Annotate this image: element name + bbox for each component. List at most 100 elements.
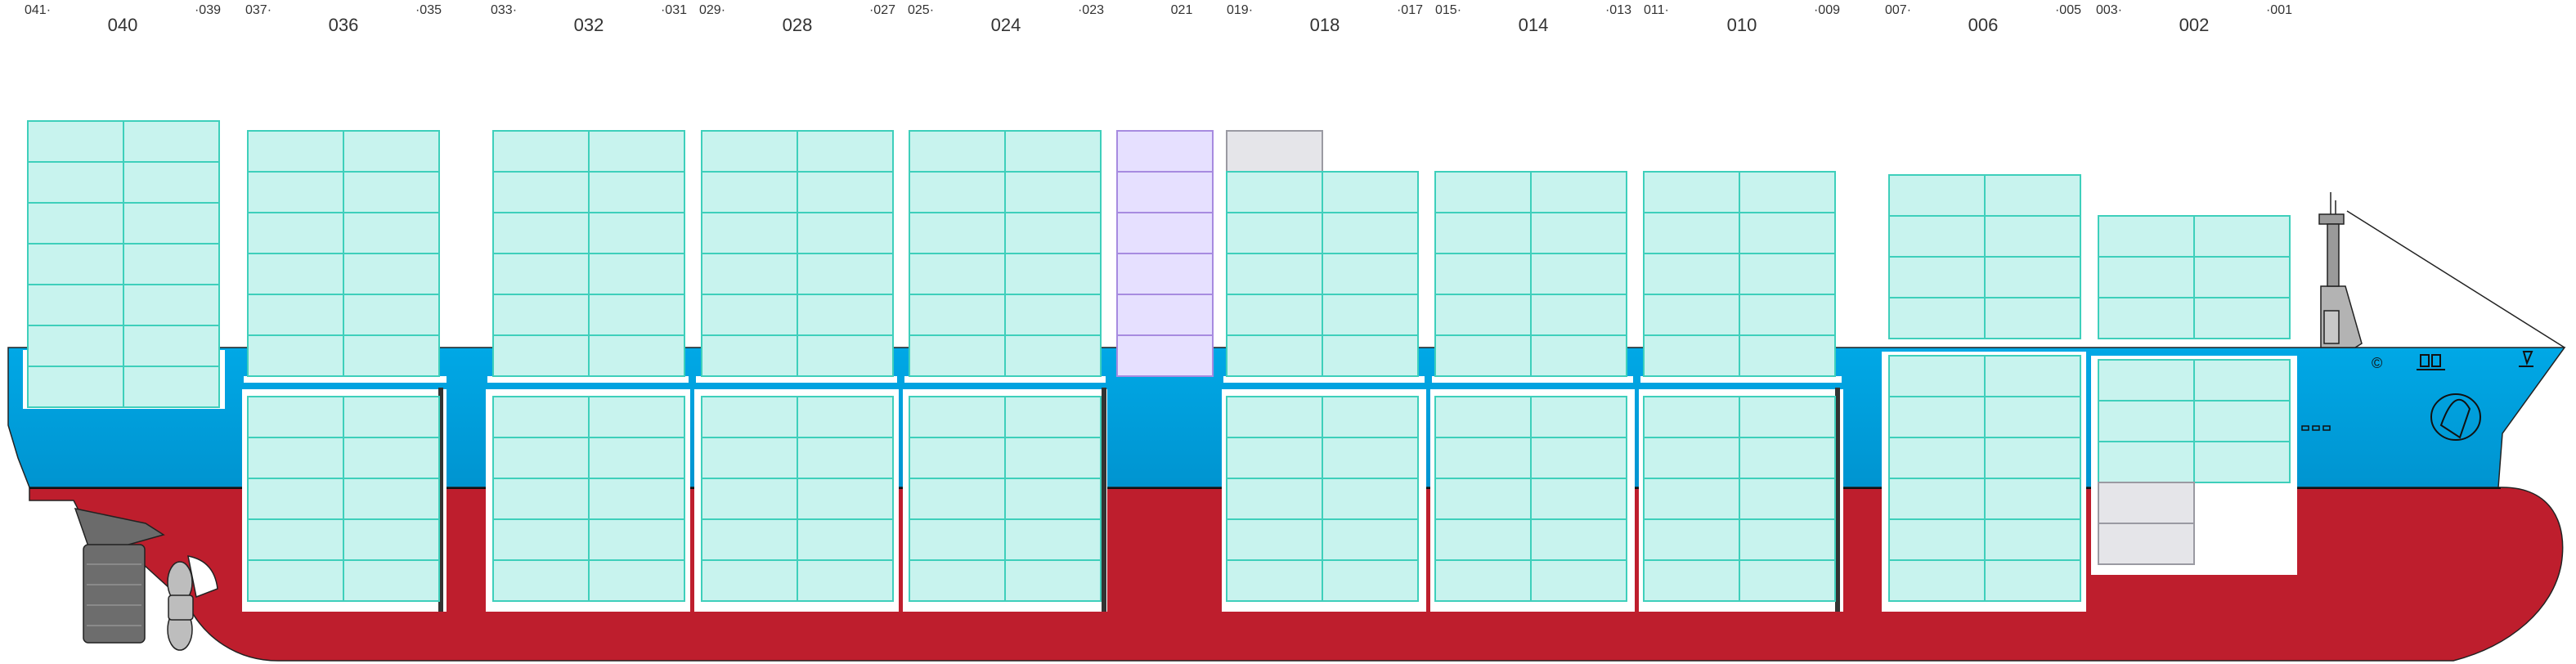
container-slot[interactable]	[909, 396, 1006, 438]
container-slot[interactable]	[588, 130, 685, 173]
container-slot[interactable]	[797, 559, 894, 602]
container-slot[interactable]	[1643, 171, 1740, 213]
container-slot[interactable]	[1888, 256, 1986, 298]
container-slot[interactable]	[1322, 294, 1419, 336]
container-slot[interactable]	[1530, 396, 1627, 438]
container-slot[interactable]	[2098, 256, 2195, 298]
container-slot[interactable]	[797, 478, 894, 520]
container-slot[interactable]	[1530, 559, 1627, 602]
container-slot[interactable]	[1643, 294, 1740, 336]
bay-label-018[interactable]: 019· 018 ·017	[1227, 0, 1423, 39]
container-slot[interactable]	[123, 161, 220, 204]
container-slot[interactable]	[1226, 171, 1323, 213]
container-slot[interactable]	[1888, 478, 1986, 520]
container-slot[interactable]	[909, 334, 1006, 377]
container-slot[interactable]	[1226, 396, 1323, 438]
empty-container-slot[interactable]	[2098, 482, 2195, 524]
container-slot[interactable]	[27, 325, 124, 367]
container-slot[interactable]	[2098, 441, 2195, 483]
container-slot[interactable]	[1643, 437, 1740, 479]
container-slot[interactable]	[1530, 171, 1627, 213]
container-slot[interactable]	[1888, 297, 1986, 339]
container-slot[interactable]	[343, 334, 440, 377]
container-slot[interactable]	[1226, 518, 1323, 561]
container-slot[interactable]	[588, 294, 685, 336]
container-slot[interactable]	[1984, 518, 2081, 561]
container-slot[interactable]	[588, 171, 685, 213]
container-slot[interactable]	[492, 171, 590, 213]
container-slot[interactable]	[123, 325, 220, 367]
container-slot[interactable]	[343, 130, 440, 173]
container-slot[interactable]	[247, 396, 344, 438]
container-slot[interactable]	[2098, 359, 2195, 402]
container-slot[interactable]	[1434, 559, 1532, 602]
container-slot[interactable]	[123, 284, 220, 326]
container-slot[interactable]	[247, 478, 344, 520]
container-slot[interactable]	[2193, 441, 2291, 483]
container-slot[interactable]	[247, 518, 344, 561]
container-slot[interactable]	[1888, 518, 1986, 561]
container-slot[interactable]	[701, 253, 798, 295]
container-slot[interactable]	[1322, 334, 1419, 377]
container-slot[interactable]	[797, 253, 894, 295]
container-slot[interactable]	[1226, 559, 1323, 602]
container-slot[interactable]	[1739, 334, 1836, 377]
container-slot[interactable]	[1226, 212, 1323, 254]
container-slot[interactable]	[588, 334, 685, 377]
container-slot[interactable]	[492, 559, 590, 602]
container-slot[interactable]	[1322, 253, 1419, 295]
container-slot[interactable]	[588, 559, 685, 602]
container-slot[interactable]	[2193, 400, 2291, 442]
container-slot[interactable]	[1984, 174, 2081, 217]
container-slot[interactable]	[1434, 294, 1532, 336]
container-slot[interactable]	[701, 294, 798, 336]
container-slot[interactable]	[1739, 559, 1836, 602]
container-slot[interactable]	[1434, 334, 1532, 377]
bay-label-028[interactable]: 029· 028 ·027	[699, 0, 895, 39]
container-slot[interactable]	[909, 212, 1006, 254]
container-slot[interactable]	[247, 130, 344, 173]
container-slot[interactable]	[1004, 478, 1102, 520]
container-slot[interactable]	[1322, 396, 1419, 438]
container-slot[interactable]	[1226, 478, 1323, 520]
container-slot[interactable]	[1739, 478, 1836, 520]
container-slot[interactable]	[2193, 297, 2291, 339]
container-slot[interactable]	[492, 437, 590, 479]
container-slot[interactable]	[909, 437, 1006, 479]
reefer-container-slot[interactable]	[1116, 334, 1214, 377]
container-slot[interactable]	[588, 396, 685, 438]
container-slot[interactable]	[1888, 355, 1986, 397]
container-slot[interactable]	[492, 334, 590, 377]
container-slot[interactable]	[123, 243, 220, 285]
container-slot[interactable]	[492, 294, 590, 336]
container-slot[interactable]	[247, 334, 344, 377]
container-slot[interactable]	[1004, 334, 1102, 377]
container-slot[interactable]	[1643, 478, 1740, 520]
container-slot[interactable]	[1739, 171, 1836, 213]
container-slot[interactable]	[1888, 559, 1986, 602]
bay-label-014[interactable]: 015· 014 ·013	[1435, 0, 1631, 39]
container-slot[interactable]	[1226, 253, 1323, 295]
container-slot[interactable]	[588, 212, 685, 254]
container-slot[interactable]	[343, 253, 440, 295]
container-slot[interactable]	[492, 130, 590, 173]
reefer-container-slot[interactable]	[1116, 171, 1214, 213]
container-slot[interactable]	[701, 518, 798, 561]
container-slot[interactable]	[1004, 559, 1102, 602]
container-slot[interactable]	[1322, 437, 1419, 479]
container-slot[interactable]	[247, 253, 344, 295]
container-slot[interactable]	[1004, 437, 1102, 479]
container-slot[interactable]	[1739, 212, 1836, 254]
bay-label-036[interactable]: 037· 036 ·035	[245, 0, 442, 39]
bay-label-024[interactable]: 025· 024 ·023	[908, 0, 1104, 39]
container-slot[interactable]	[909, 294, 1006, 336]
container-slot[interactable]	[1322, 478, 1419, 520]
container-slot[interactable]	[247, 212, 344, 254]
container-slot[interactable]	[1004, 130, 1102, 173]
container-slot[interactable]	[492, 478, 590, 520]
container-slot[interactable]	[588, 478, 685, 520]
container-slot[interactable]	[1530, 294, 1627, 336]
container-slot[interactable]	[1984, 559, 2081, 602]
container-slot[interactable]	[909, 559, 1006, 602]
container-slot[interactable]	[1004, 212, 1102, 254]
